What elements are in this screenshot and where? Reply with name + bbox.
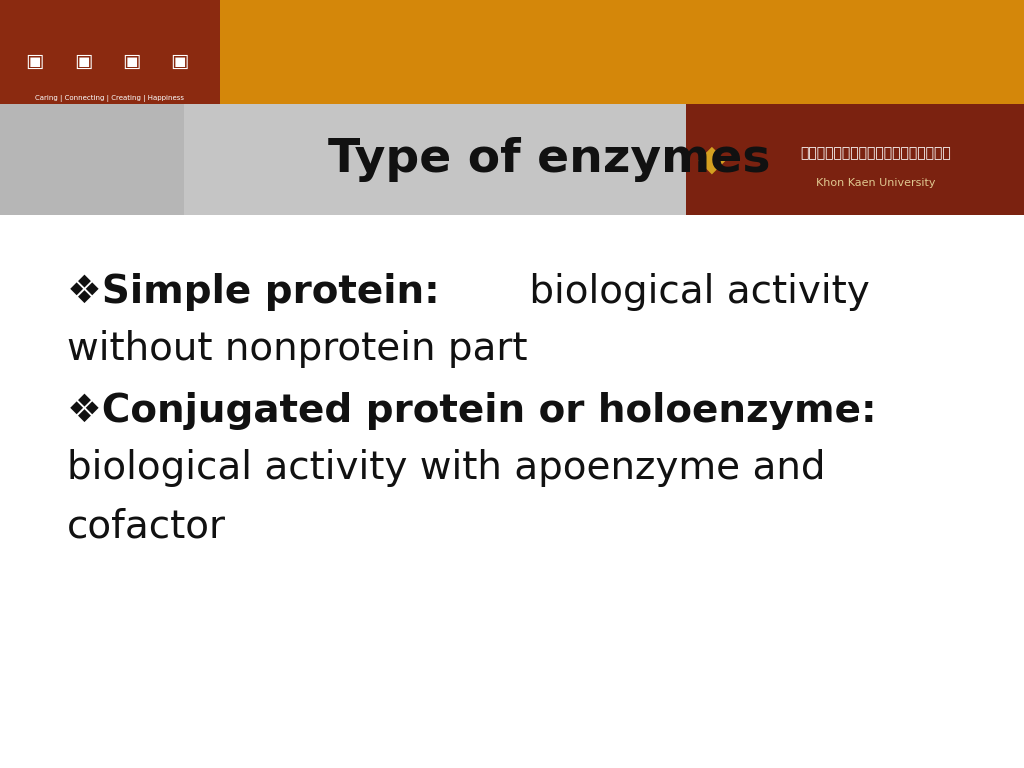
Text: ❖Conjugated protein or holoenzyme:: ❖Conjugated protein or holoenzyme: bbox=[67, 392, 877, 430]
Text: Caring | Connecting | Creating | Happiness: Caring | Connecting | Creating | Happine… bbox=[35, 94, 184, 102]
Bar bbox=[0, 104, 1024, 215]
Text: ◆: ◆ bbox=[697, 142, 726, 177]
Text: ▣: ▣ bbox=[74, 52, 92, 71]
Text: ▣: ▣ bbox=[26, 52, 44, 71]
Bar bbox=[0, 0, 1024, 104]
Bar bbox=[0, 215, 1024, 768]
Text: ▣: ▣ bbox=[122, 52, 140, 71]
Text: without nonprotein part: without nonprotein part bbox=[67, 330, 527, 369]
Text: cofactor: cofactor bbox=[67, 507, 225, 545]
Text: biological activity with apoenzyme and: biological activity with apoenzyme and bbox=[67, 449, 825, 488]
Bar bbox=[0, 0, 220, 104]
Text: ▣: ▣ bbox=[170, 52, 188, 71]
Bar bbox=[0, 104, 184, 215]
Text: Khon Kaen University: Khon Kaen University bbox=[816, 177, 935, 188]
Text: biological activity: biological activity bbox=[517, 273, 869, 311]
Text: ❖Simple protein:: ❖Simple protein: bbox=[67, 273, 439, 311]
Bar bbox=[686, 104, 1024, 215]
Text: มหาวิทยาลัยขอนแก่น: มหาวิทยาลัยขอนแก่น bbox=[800, 147, 951, 161]
Text: Type of enzymes: Type of enzymes bbox=[328, 137, 770, 182]
